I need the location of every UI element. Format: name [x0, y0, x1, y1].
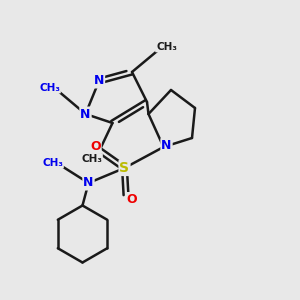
Text: CH₃: CH₃: [39, 82, 60, 93]
Text: CH₃: CH₃: [42, 158, 63, 168]
Text: S: S: [119, 161, 130, 175]
Text: N: N: [83, 176, 94, 190]
Text: CH₃: CH₃: [81, 154, 102, 164]
Text: N: N: [94, 74, 104, 88]
Text: CH₃: CH₃: [156, 41, 177, 52]
Text: N: N: [161, 139, 172, 152]
Text: N: N: [80, 107, 91, 121]
Text: O: O: [90, 140, 101, 153]
Text: O: O: [127, 193, 137, 206]
